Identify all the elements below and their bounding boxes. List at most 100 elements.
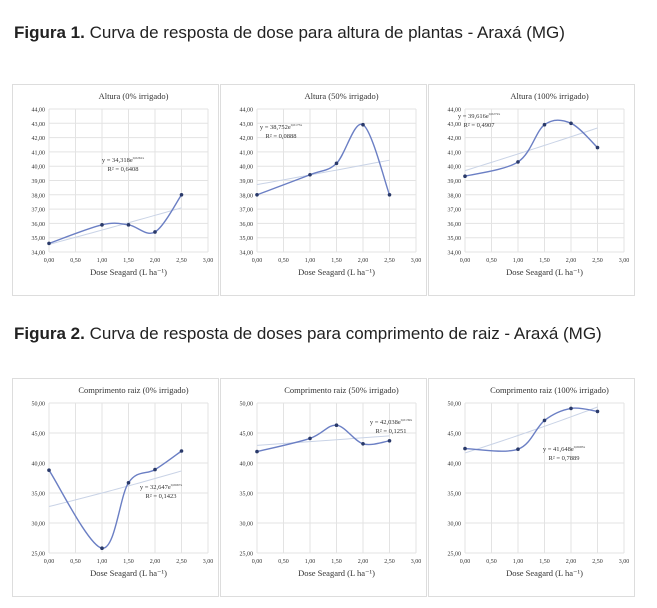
x-axis-label: Dose Seagard (L ha⁻¹) [298,267,375,277]
x-tick-label: 0,00 [460,258,471,264]
data-point [47,241,51,246]
x-tick-label: 2,50 [176,258,187,264]
chart-raiz-0: Comprimento raiz (0% irrigado) 25,00 30,00… [12,378,219,597]
trend-equation: y = 41,648e0,0695x [543,445,586,453]
x-tick-label: 0,50 [278,559,289,565]
y-tick-label: 37,00 [240,208,254,214]
x-axis-label: Dose Seagard (L ha⁻¹) [506,267,583,277]
y-tick-label: 45,00 [448,432,462,438]
y-tick-label: 45,00 [240,432,254,438]
y-tick-label: 50,00 [448,402,462,408]
y-tick-label: 30,00 [240,522,254,528]
x-tick-label: 1,50 [123,559,134,565]
y-tick-label: 30,00 [32,522,46,528]
y-tick-label: 34,00 [240,251,254,257]
figure-label: Figura 1. [14,23,85,42]
x-tick-label: 0,00 [460,559,471,565]
data-point [308,172,312,177]
y-tick-label: 36,00 [240,222,254,228]
r-squared: R² = 0,6408 [107,166,138,173]
r-squared: R² = 0,7889 [548,455,579,462]
data-point [179,449,184,453]
trend-equation: y = 32,647e0,0667x [140,483,183,491]
data-point [47,468,51,472]
y-tick-label: 39,00 [448,179,462,185]
y-tick-label: 34,00 [32,251,46,257]
y-tick-label: 41,00 [32,150,46,156]
x-tick-label: 0,50 [70,559,81,565]
x-tick-label: 1,50 [123,258,134,264]
x-tick-label: 2,50 [592,559,603,565]
x-tick-label: 0,50 [486,559,497,565]
data-point [463,174,467,179]
x-tick-label: 3,00 [411,258,422,264]
r-squared: R² = 0,1251 [375,428,406,435]
y-tick-label: 41,00 [240,150,254,156]
x-tick-label: 2,00 [150,258,161,264]
equation-exponent: 0,0272x [489,112,501,117]
y-tick-label: 25,00 [240,552,254,558]
x-tick-label: 0,00 [252,258,263,264]
data-point [153,467,157,472]
x-tick-label: 2,00 [358,258,369,264]
x-tick-label: 2,50 [176,559,187,565]
data-point [387,193,392,197]
data-point [463,446,467,451]
chart-altura-0: Altura (0% irrigado) 34,00 35,00 36,00 37,00… [12,84,219,296]
x-tick-label: 0,00 [252,559,263,565]
x-tick-label: 1,50 [331,559,342,565]
data-point [126,481,131,485]
data-point [255,449,259,454]
x-tick-label: 1,00 [305,258,316,264]
x-tick-label: 1,00 [513,258,524,264]
y-tick-label: 35,00 [32,492,46,498]
x-tick-label: 0,00 [44,258,55,264]
data-point [126,223,131,227]
figure-2-caption: Figura 2. Curva de resposta de doses par… [14,323,614,345]
x-tick-label: 2,50 [592,258,603,264]
y-tick-label: 38,00 [448,193,462,199]
y-tick-label: 50,00 [32,402,46,408]
trendline [48,470,182,508]
equation-exponent: 0,0175x [291,123,303,128]
data-point [308,436,312,441]
x-tick-label: 0,50 [486,258,497,264]
y-tick-label: 37,00 [32,208,46,214]
y-tick-label: 42,00 [32,136,46,142]
y-tick-label: 25,00 [448,552,462,558]
y-tick-label: 45,00 [32,432,46,438]
x-tick-label: 1,50 [331,258,342,264]
trend-equation: y = 38,752e0,0175x [260,123,303,131]
x-tick-label: 1,50 [539,258,550,264]
data-point [387,439,392,443]
data-point [361,442,365,446]
y-tick-label: 36,00 [448,222,462,228]
y-tick-label: 39,00 [32,179,46,185]
y-tick-label: 40,00 [32,165,46,171]
y-tick-label: 42,00 [448,136,462,142]
chart-title: Comprimento raiz (0% irrigado) [78,385,188,395]
data-point [595,409,600,414]
data-point [255,193,259,197]
data-point [569,121,573,126]
data-point [542,418,547,423]
data-point [569,406,573,411]
chart-title: Altura (0% irrigado) [99,91,169,101]
x-tick-label: 2,00 [566,258,577,264]
x-tick-label: 0,50 [278,258,289,264]
figure-label: Figura 2. [14,324,85,343]
chart-title: Altura (50% irrigado) [304,91,378,101]
chart-title: Comprimento raiz (50% irrigado) [284,385,399,395]
y-tick-label: 37,00 [448,208,462,214]
x-tick-label: 0,50 [70,258,81,264]
y-tick-label: 43,00 [448,122,462,128]
y-tick-label: 44,00 [240,108,254,114]
figure-1-caption: Figura 1. Curva de resposta de dose para… [14,22,614,44]
chart-raiz-50: Comprimento raiz (50% irrigado) 25,00 30,0… [220,378,427,597]
y-tick-label: 43,00 [32,122,46,128]
equation-exponent: 0,0261x [133,156,145,161]
y-tick-label: 44,00 [32,108,46,114]
caption-text: Curva de resposta de doses para comprime… [89,324,602,343]
r-squared: R² = 0,1423 [145,493,176,500]
series-line [48,450,182,549]
